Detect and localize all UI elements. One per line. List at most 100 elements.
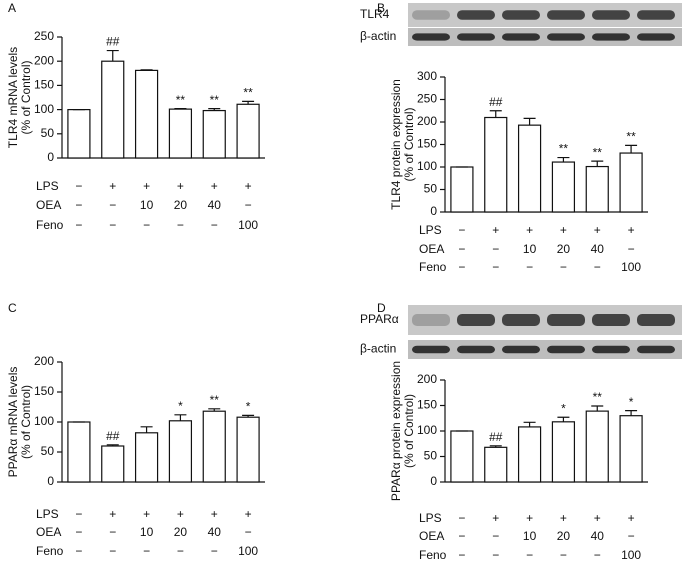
y-tick-label: 50 [424, 449, 438, 463]
bar [585, 410, 609, 483]
treatment-value: − [492, 260, 499, 274]
error-bar [489, 445, 502, 448]
treatment-value: 40 [208, 525, 222, 539]
significance: * [246, 400, 251, 414]
treatment-value: − [526, 260, 533, 274]
y-tick-label: 100 [417, 423, 437, 437]
bar [517, 124, 542, 213]
bar [450, 166, 474, 213]
blot-band [412, 33, 450, 41]
bar [67, 421, 91, 483]
significance: * [561, 401, 566, 415]
y-tick-label: 150 [34, 78, 54, 92]
treatment-value: + [526, 223, 533, 237]
y-tick-label: 100 [34, 102, 54, 116]
panel-label: B [377, 1, 385, 15]
significance: ## [106, 35, 120, 49]
bar [551, 161, 576, 213]
treatment-value: − [458, 548, 465, 562]
bar [134, 432, 159, 483]
bar [236, 103, 260, 159]
treatment-value: − [458, 223, 465, 237]
treatment-value: 40 [591, 242, 605, 256]
y-tick-label: 100 [417, 159, 437, 173]
y-axis-title: PPARα protein expression [389, 361, 403, 501]
y-tick-label: 50 [41, 444, 55, 458]
treatment-value: + [245, 507, 252, 521]
treatment-value: − [109, 525, 116, 539]
significance: ** [243, 86, 253, 100]
y-tick-label: 0 [47, 474, 54, 488]
treatment-value: − [109, 198, 116, 212]
treatment-value: + [526, 511, 533, 525]
error-bar [625, 144, 638, 154]
y-axis-title: (% of Control) [402, 107, 416, 181]
blot-strip [408, 305, 682, 335]
treatment-value: − [109, 544, 116, 558]
treatment-value: + [143, 507, 150, 521]
treatment-value: + [109, 507, 116, 521]
y-axis-title: TLR4 protein expression [389, 79, 403, 210]
y-tick-label: 50 [424, 182, 438, 196]
error-bar [242, 100, 255, 105]
bar [484, 116, 508, 213]
y-tick-label: 50 [41, 126, 55, 140]
treatment-value: + [492, 223, 499, 237]
y-axis-title: (% of Control) [19, 60, 33, 134]
bar [450, 430, 474, 483]
error-bar [242, 414, 255, 418]
treatment-value: + [211, 179, 218, 193]
treatment-value: − [75, 179, 82, 193]
treatment-value: − [526, 548, 533, 562]
treatment-value: − [458, 511, 465, 525]
treatment-value: 20 [557, 242, 571, 256]
y-tick-label: 200 [34, 354, 54, 368]
treatment-value: 10 [523, 242, 537, 256]
error-bar [557, 156, 570, 163]
blot-band [502, 314, 540, 326]
bar [517, 426, 542, 483]
blot-band [457, 314, 495, 326]
bar [202, 410, 226, 483]
treatment-value: − [458, 260, 465, 274]
significance: ## [489, 95, 503, 109]
treatment-value: − [492, 242, 499, 256]
y-tick-label: 0 [47, 150, 54, 164]
bar [585, 165, 609, 213]
treatment-value: − [75, 544, 82, 558]
treatment-value: + [211, 507, 218, 521]
treatment-value: − [143, 544, 150, 558]
blot-label: β-actin [360, 29, 396, 43]
treatment-value: 10 [523, 529, 537, 543]
y-axis-title: (% of Control) [19, 385, 33, 459]
blot-label: PPARα [360, 312, 399, 326]
treatment-name: OEA [419, 242, 444, 256]
treatment-value: − [628, 242, 635, 256]
treatment-value: − [177, 218, 184, 232]
blot-band [547, 314, 585, 326]
error-bar [106, 49, 119, 62]
treatment-value: − [75, 198, 82, 212]
blot-band [547, 33, 585, 41]
error-bar [140, 426, 153, 433]
error-bar [591, 160, 604, 167]
error-bar [557, 416, 570, 422]
error-bar [591, 405, 604, 412]
blot-strip [408, 340, 682, 359]
significance: ** [593, 390, 603, 404]
treatment-value: − [143, 218, 150, 232]
treatment-name: LPS [36, 179, 59, 193]
treatment-value: − [75, 218, 82, 232]
y-tick-label: 300 [417, 69, 437, 83]
significance: * [178, 399, 183, 413]
treatment-value: 100 [621, 260, 641, 274]
treatment-value: − [211, 218, 218, 232]
treatment-name: Feno [36, 544, 64, 558]
significance: ** [210, 393, 220, 407]
treatment-value: 100 [621, 548, 641, 562]
blot-band [592, 10, 630, 20]
blot-strip [408, 28, 682, 46]
treatment-value: + [628, 511, 635, 525]
y-tick-label: 200 [417, 114, 437, 128]
bar [619, 415, 643, 483]
